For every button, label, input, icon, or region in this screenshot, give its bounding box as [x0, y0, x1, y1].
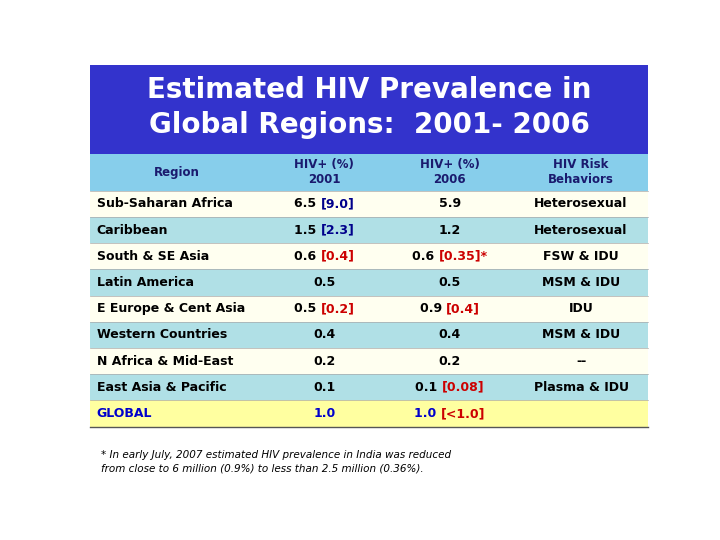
Text: MSM & IDU: MSM & IDU — [542, 328, 620, 341]
Text: Sub-Saharan Africa: Sub-Saharan Africa — [96, 198, 233, 211]
Text: [<1.0]: [<1.0] — [441, 407, 485, 420]
Text: MSM & IDU: MSM & IDU — [542, 276, 620, 289]
Text: 0.9: 0.9 — [420, 302, 446, 315]
Text: 5.9: 5.9 — [439, 198, 461, 211]
Bar — [90, 348, 648, 374]
Text: 1.5: 1.5 — [294, 224, 320, 237]
Text: GLOBAL: GLOBAL — [96, 407, 152, 420]
Text: 0.4: 0.4 — [313, 328, 336, 341]
Text: [0.4]: [0.4] — [320, 250, 355, 263]
Bar — [90, 154, 648, 191]
Text: 0.2: 0.2 — [313, 355, 336, 368]
Text: Plasma & IDU: Plasma & IDU — [534, 381, 629, 394]
Bar — [90, 400, 648, 427]
Text: Region: Region — [153, 166, 199, 179]
Text: [9.0]: [9.0] — [320, 198, 354, 211]
Text: N Africa & Mid-East: N Africa & Mid-East — [96, 355, 233, 368]
Text: 0.1: 0.1 — [313, 381, 336, 394]
Text: Caribbean: Caribbean — [96, 224, 168, 237]
Text: 0.4: 0.4 — [438, 328, 461, 341]
Text: [2.3]: [2.3] — [320, 224, 355, 237]
Text: FSW & IDU: FSW & IDU — [543, 250, 619, 263]
Text: IDU: IDU — [569, 302, 593, 315]
Bar — [90, 191, 648, 217]
Text: 1.2: 1.2 — [438, 224, 461, 237]
Text: * In early July, 2007 estimated HIV prevalence in India was reduced
from close t: * In early July, 2007 estimated HIV prev… — [101, 450, 451, 474]
Text: [0.35]*: [0.35]* — [438, 250, 487, 263]
Text: Heterosexual: Heterosexual — [534, 198, 628, 211]
Text: 1.0: 1.0 — [313, 407, 336, 420]
Text: 0.6: 0.6 — [412, 250, 438, 263]
Text: 0.6: 0.6 — [294, 250, 320, 263]
Bar — [90, 217, 648, 243]
Text: [0.08]: [0.08] — [442, 381, 485, 394]
Text: Estimated HIV Prevalence in
Global Regions:  2001- 2006: Estimated HIV Prevalence in Global Regio… — [147, 76, 591, 139]
Text: Heterosexual: Heterosexual — [534, 224, 628, 237]
Bar — [90, 374, 648, 400]
Text: 1.0: 1.0 — [414, 407, 441, 420]
Bar — [90, 65, 648, 154]
Text: HIV Risk
Behaviors: HIV Risk Behaviors — [548, 159, 614, 186]
Text: East Asia & Pacific: East Asia & Pacific — [96, 381, 226, 394]
Text: [0.4]: [0.4] — [446, 302, 480, 315]
Bar — [90, 295, 648, 322]
Bar — [90, 322, 648, 348]
Text: South & SE Asia: South & SE Asia — [96, 250, 209, 263]
Text: 0.5: 0.5 — [294, 302, 320, 315]
Bar — [90, 269, 648, 295]
Text: HIV+ (%)
2006: HIV+ (%) 2006 — [420, 159, 480, 186]
Text: E Europe & Cent Asia: E Europe & Cent Asia — [96, 302, 245, 315]
Text: 6.5: 6.5 — [294, 198, 320, 211]
Text: Western Countries: Western Countries — [96, 328, 227, 341]
Text: 0.1: 0.1 — [415, 381, 442, 394]
Text: [0.2]: [0.2] — [320, 302, 355, 315]
Bar — [90, 243, 648, 269]
Text: 0.5: 0.5 — [438, 276, 461, 289]
Text: Latin America: Latin America — [96, 276, 194, 289]
Text: 0.5: 0.5 — [313, 276, 336, 289]
Text: 0.2: 0.2 — [438, 355, 461, 368]
Text: --: -- — [576, 355, 586, 368]
Text: HIV+ (%)
2001: HIV+ (%) 2001 — [294, 159, 354, 186]
